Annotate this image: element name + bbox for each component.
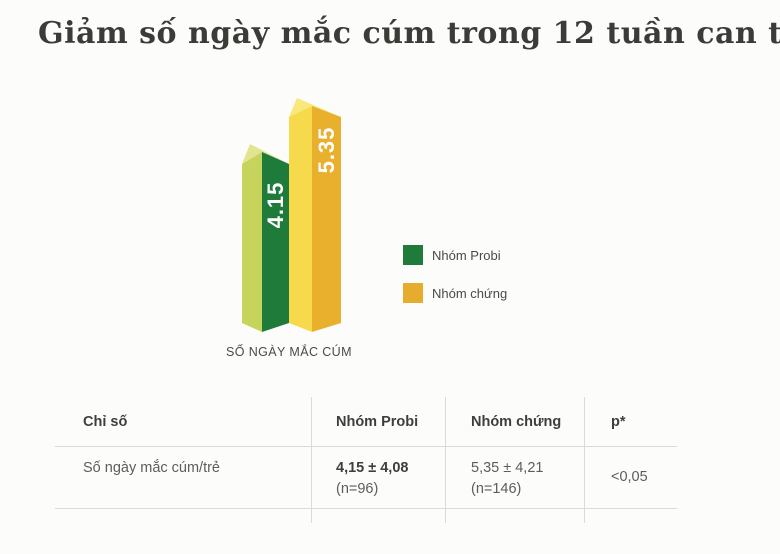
header-nhom-chung: Nhóm chứng — [445, 397, 584, 446]
header-chi-so: Chỉ số — [83, 413, 128, 430]
legend-label-probi: Nhóm Probi — [432, 247, 501, 263]
cell-metric: Số ngày mắc cúm/trẻ — [83, 460, 220, 476]
legend: Nhóm Probi Nhóm chứng — [403, 245, 507, 321]
stub-cell — [55, 509, 311, 523]
legend-swatch-chung — [403, 283, 423, 303]
probi-n: (n=96) — [336, 481, 379, 497]
legend-item-probi: Nhóm Probi — [403, 245, 507, 265]
results-table: Chỉ số Nhóm Probi Nhóm chứng p* Số ngày … — [55, 397, 677, 523]
bar-chart: 4.15 5.35 — [242, 98, 341, 332]
bar-chung-side-face — [289, 106, 312, 332]
stub-cell — [311, 509, 445, 523]
cell-p-value: <0,05 — [584, 447, 677, 508]
header-nhom-probi: Nhóm Probi — [311, 397, 445, 446]
chung-n: (n=146) — [471, 481, 522, 497]
bar-chung-value-label: 5.35 — [314, 127, 339, 174]
page-title: Giảm số ngày mắc cúm trong 12 tuần can t… — [38, 16, 780, 51]
table-header-row: Chỉ số Nhóm Probi Nhóm chứng p* — [55, 397, 677, 447]
table-stub-row — [55, 509, 677, 523]
cell-probi: 4,15 ± 4,08 (n=96) — [311, 447, 445, 508]
bar-probi-front-face — [262, 152, 289, 332]
legend-swatch-probi — [403, 245, 423, 265]
table-row: Số ngày mắc cúm/trẻ 4,15 ± 4,08 (n=96) 5… — [55, 447, 677, 509]
bar-probi-value-label: 4.15 — [263, 182, 288, 229]
header-p: p* — [584, 397, 677, 446]
cell-chung: 5,35 ± 4,21 (n=146) — [445, 447, 584, 508]
legend-item-chung: Nhóm chứng — [403, 283, 507, 303]
bar-chung: 5.35 — [289, 98, 341, 332]
probi-value: 4,15 ± 4,08 — [336, 460, 409, 476]
bar-probi: 4.15 — [242, 144, 289, 332]
stub-cell — [445, 509, 584, 523]
stub-cell — [584, 509, 677, 523]
x-axis-label: SỐ NGÀY MẮC CÚM — [226, 345, 352, 359]
bar-probi-side-face — [242, 152, 262, 332]
legend-label-chung: Nhóm chứng — [432, 285, 508, 301]
chung-value: 5,35 ± 4,21 — [471, 460, 544, 476]
bar-chung-top-face — [289, 98, 341, 117]
bar-chung-front-face — [312, 106, 341, 332]
bar-probi-top-face — [242, 144, 289, 164]
